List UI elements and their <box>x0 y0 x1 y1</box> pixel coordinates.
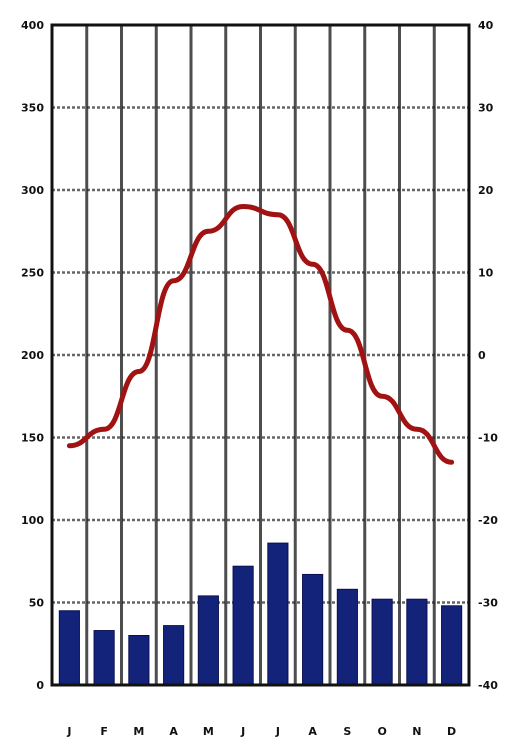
right-tick-label: 0 <box>478 349 486 362</box>
left-tick-label: 350 <box>21 102 44 115</box>
precipitation-bar <box>93 630 115 686</box>
precipitation-bar <box>371 598 393 686</box>
left-tick-label: 250 <box>21 267 44 280</box>
right-tick-label: -30 <box>478 597 498 610</box>
right-tick-label: -10 <box>478 432 498 445</box>
right-tick-label: 30 <box>478 102 494 115</box>
left-tick-label: 400 <box>21 19 44 32</box>
month-tick-label: F <box>100 725 108 738</box>
right-tick-label: -40 <box>478 679 498 692</box>
right-tick-label: 40 <box>478 19 494 32</box>
precipitation-bar <box>267 542 289 686</box>
month-tick-label: J <box>240 725 245 738</box>
grid <box>52 25 469 685</box>
left-tick-label: 100 <box>21 514 44 527</box>
month-tick-label: D <box>447 725 456 738</box>
month-tick-label: J <box>275 725 280 738</box>
month-tick-label: A <box>169 725 178 738</box>
month-tick-label: O <box>377 725 386 738</box>
precipitation-bar <box>163 625 185 686</box>
left-axis-ticks: 0 50 100 150 200 250 300 350 400 <box>21 19 44 692</box>
precipitation-bar <box>58 610 80 686</box>
month-tick-label: M <box>203 725 214 738</box>
temperature-line <box>66 204 455 465</box>
precipitation-bar <box>336 588 358 686</box>
left-tick-label: 0 <box>36 679 44 692</box>
precipitation-bar <box>406 598 428 686</box>
right-tick-label: -20 <box>478 514 498 527</box>
plot-frame <box>50 23 471 687</box>
right-axis-ticks: -40 -30 -20 -10 0 10 20 30 40 <box>478 19 498 692</box>
precipitation-bars <box>58 542 463 686</box>
month-tick-label: S <box>343 725 351 738</box>
precipitation-bar <box>128 635 150 686</box>
month-tick-label: A <box>308 725 317 738</box>
temperature-line-path <box>66 204 455 465</box>
month-tick-label: J <box>66 725 71 738</box>
precipitation-bar <box>232 565 254 686</box>
left-tick-label: 200 <box>21 349 44 362</box>
right-tick-label: 10 <box>478 267 494 280</box>
left-tick-label: 150 <box>21 432 44 445</box>
precipitation-bar <box>441 605 463 686</box>
right-tick-label: 20 <box>478 184 494 197</box>
precipitation-bar <box>302 573 324 686</box>
precipitation-bar <box>197 595 219 686</box>
month-tick-label: M <box>133 725 144 738</box>
left-tick-label: 300 <box>21 184 44 197</box>
left-tick-label: 50 <box>29 597 45 610</box>
month-tick-label: N <box>412 725 421 738</box>
